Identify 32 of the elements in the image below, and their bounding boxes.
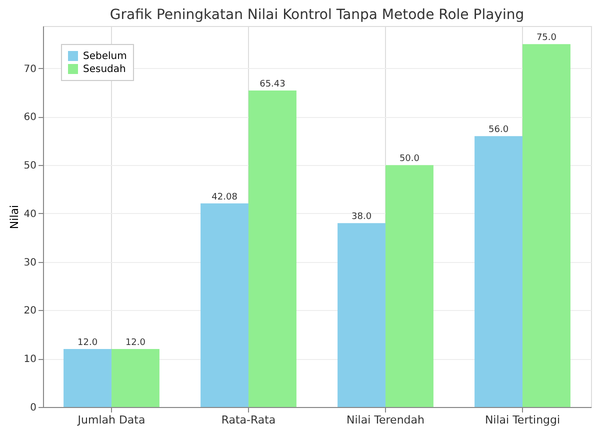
y-tick-label: 50 [24,160,36,172]
y-tick-label: 10 [24,354,36,366]
legend-label: Sebelum [83,51,127,62]
y-tick-label: 30 [24,257,36,268]
data-label: 12.0 [125,338,146,348]
y-axis-title: Nilai [8,204,21,230]
data-label: 42.08 [212,192,238,202]
bar [522,44,570,407]
y-tick-label: 20 [24,306,36,317]
bar [474,136,522,407]
bar [248,90,296,407]
x-tick-label: Nilai Terendah [346,414,425,426]
bar [64,348,112,407]
y-tick-label: 70 [24,64,36,75]
bar [200,203,248,407]
x-tick-label: Nilai Tertinggi [484,414,560,426]
bar [386,165,434,407]
x-tick-label: Rata-Rata [221,414,276,426]
bar [338,223,386,407]
y-tick-label: 60 [24,112,36,124]
x-tick-label: Jumlah Data [76,414,146,426]
data-label: 75.0 [536,33,557,44]
data-label: 65.43 [260,79,286,90]
data-label: 38.0 [352,212,372,222]
bar [112,348,160,407]
data-label: 12.0 [78,338,98,348]
legend-label: Sesudah [83,64,126,75]
data-label: 56.0 [488,125,509,136]
y-tick-label: 0 [30,402,36,414]
data-label: 50.0 [399,154,420,164]
chart-title: Grafik Peningkatan Nilai Kontrol Tanpa Metode Role Playing [110,7,524,23]
y-tick-label: 40 [24,208,36,220]
